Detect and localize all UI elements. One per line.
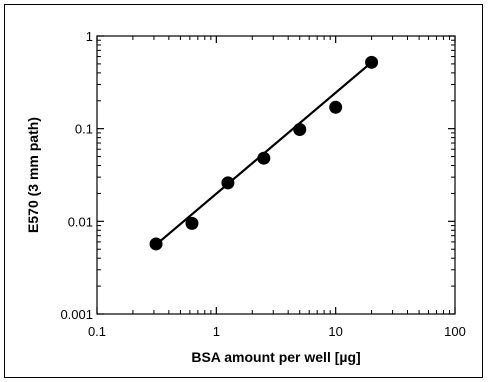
y-axis-title: E570 (3 mm path)	[25, 117, 41, 233]
data-point	[149, 237, 163, 251]
x-tick-label: 100	[444, 324, 466, 339]
y-tick-label: 0.01	[68, 214, 93, 229]
data-point	[329, 100, 343, 114]
x-axis-title: BSA amount per well [µg]	[191, 349, 360, 365]
data-points	[149, 55, 379, 251]
data-point	[221, 176, 235, 190]
data-point	[293, 122, 307, 136]
plot-area	[96, 35, 456, 315]
x-tick-label: 0.1	[88, 324, 106, 339]
data-point	[365, 55, 379, 69]
x-tick-label: 1	[213, 324, 220, 339]
x-axis: 0.1 1 10 100	[88, 36, 466, 339]
chart-frame	[4, 4, 483, 378]
x-tick-label: 10	[328, 324, 342, 339]
y-tick-label: 0.1	[75, 122, 93, 137]
y-tick-label: 1	[86, 29, 93, 44]
y-axis: 0.001 0.01 0.1 1	[60, 29, 455, 322]
data-point	[185, 216, 199, 230]
y-tick-label: 0.001	[60, 307, 93, 322]
data-point	[257, 151, 271, 165]
